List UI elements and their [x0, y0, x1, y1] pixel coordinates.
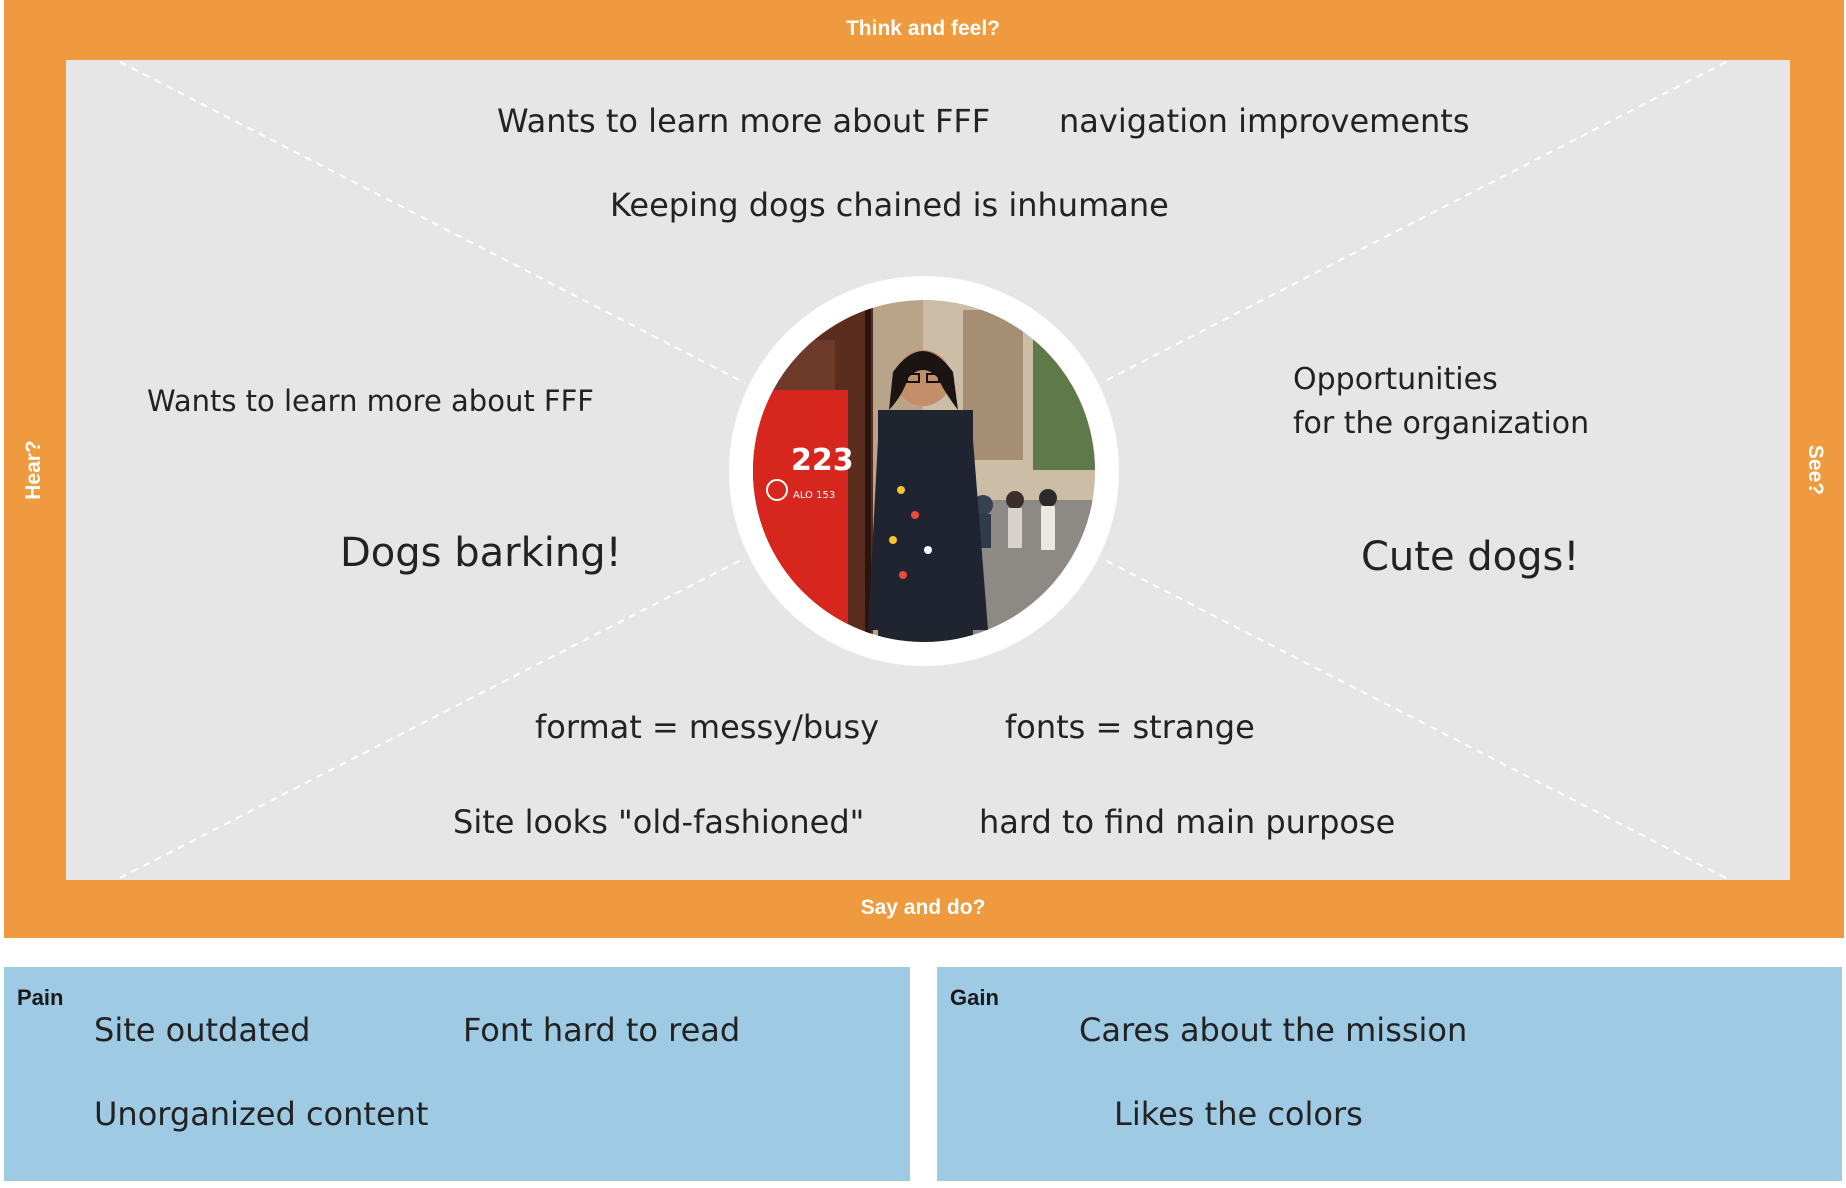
say-do-note: format = messy/busy: [535, 708, 880, 746]
persona-portrait: 223 ALO 153: [729, 276, 1119, 666]
pain-note: Site outdated: [94, 1011, 311, 1049]
pain-title: Pain: [17, 985, 64, 1010]
hear-note: Wants to learn more about FFF: [147, 384, 594, 418]
hear-note: Dogs barking!: [340, 530, 622, 576]
divider-top-right: [1100, 61, 1727, 384]
pain-note: Unorganized content: [94, 1095, 429, 1133]
gain-title: Gain: [950, 985, 999, 1010]
say-do-note: hard to find main purpose: [979, 803, 1396, 841]
see-note: Opportunities for the organization: [1293, 362, 1590, 441]
gain-panel: Gain Cares about the mission Likes the c…: [937, 967, 1842, 1181]
think-note: navigation improvements: [1059, 102, 1470, 140]
pain-note: Font hard to read: [463, 1011, 741, 1049]
hear-label: Hear?: [22, 440, 45, 500]
say-do-note: fonts = strange: [1005, 708, 1255, 746]
gain-note: Cares about the mission: [1079, 1011, 1468, 1049]
divider-bottom-right: [1100, 557, 1727, 879]
pain-panel: Pain Site outdated Font hard to read Uno…: [4, 967, 910, 1181]
think-note: Keeping dogs chained is inhumane: [610, 186, 1169, 224]
divider-top-left: [119, 61, 746, 384]
see-note: Cute dogs!: [1361, 534, 1580, 580]
see-label: See?: [1804, 444, 1827, 496]
think-and-feel-label: Think and feel?: [845, 17, 1000, 40]
divider-bottom-left: [119, 557, 746, 879]
svg-text:ALO 153: ALO 153: [793, 490, 835, 501]
persona-photo-icon: 223 ALO 153: [753, 300, 1095, 642]
quadrant-dividers: [119, 61, 1727, 879]
say-and-do-label: Say and do?: [860, 896, 986, 919]
say-do-note: Site looks "old-fashioned": [453, 803, 865, 841]
think-note: Wants to learn more about FFF: [497, 102, 991, 140]
svg-text:223: 223: [791, 443, 854, 478]
gain-note: Likes the colors: [1114, 1095, 1363, 1133]
